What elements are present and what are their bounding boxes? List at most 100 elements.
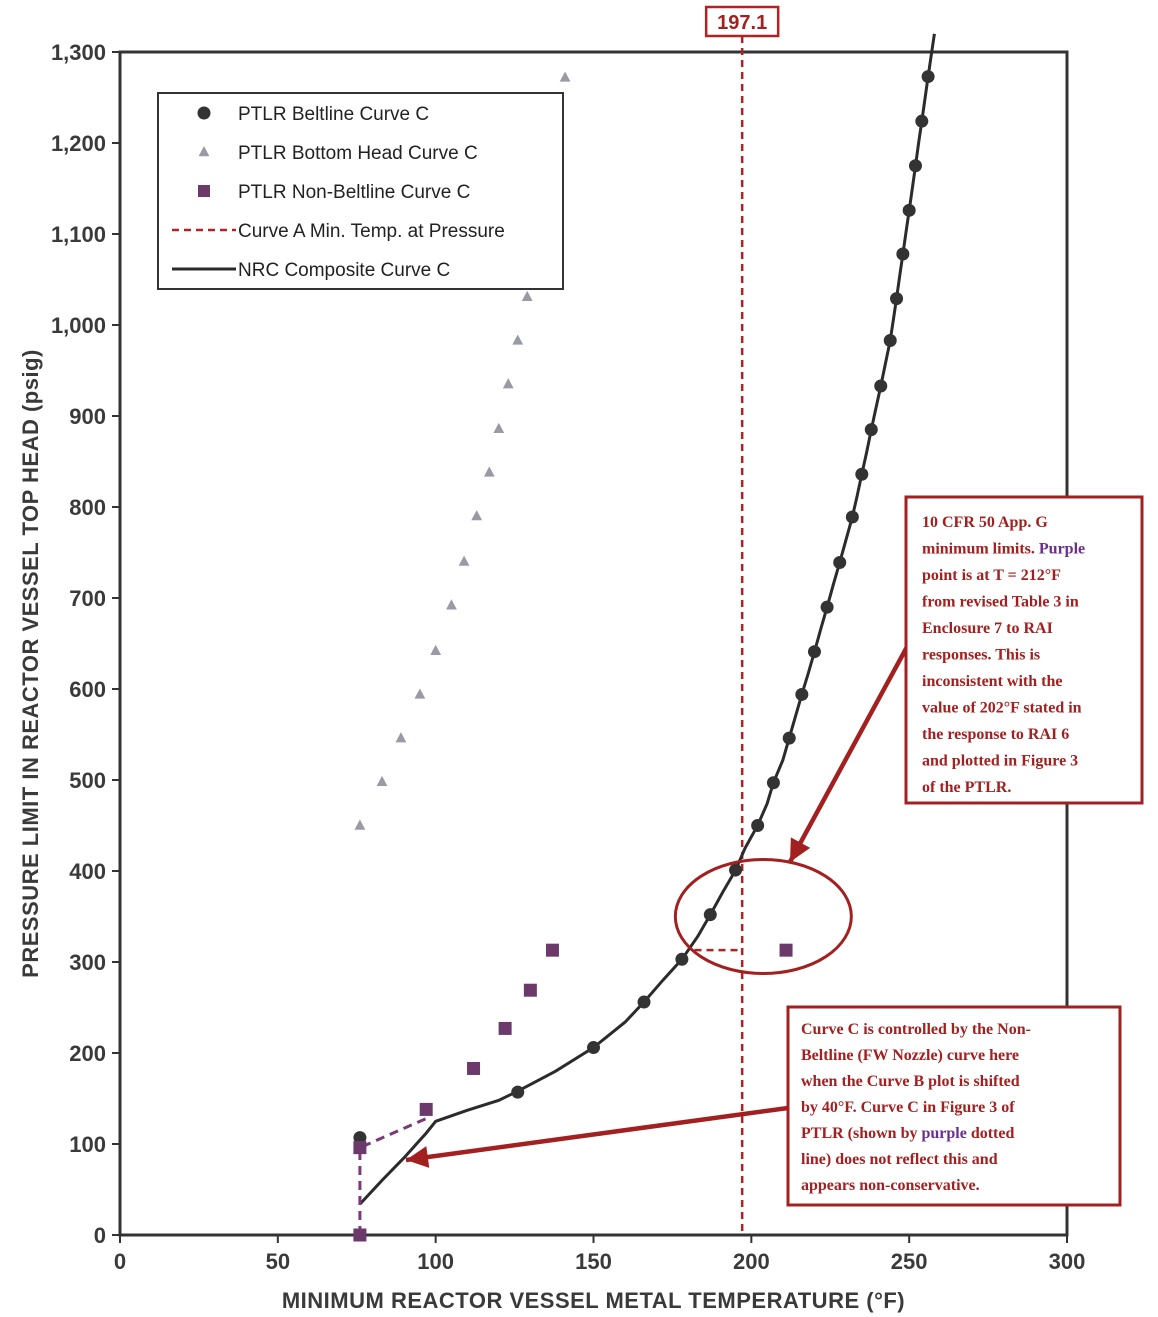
purple-word: Purple [1039, 541, 1085, 558]
beltline-point [874, 379, 888, 393]
callout-1-line: from revised Table 3 in [922, 594, 1079, 611]
legend-box [157, 92, 564, 290]
callout-2-line: PTLR (shown by purple dotted [801, 1125, 1014, 1142]
beltline-point [820, 600, 834, 614]
callout-1: 10 CFR 50 App. G minimum limits. Purple po… [904, 495, 1144, 805]
beltline-point [675, 952, 689, 966]
y-tick-label: 0 [94, 1223, 106, 1248]
callout-2-arrow [405, 1105, 789, 1163]
beltline-point [782, 731, 796, 745]
callout-1-line: the response to RAI 6 [922, 726, 1069, 743]
callout-1-line: point is at T = 212°F [922, 567, 1061, 584]
y-tick-label: 500 [69, 768, 106, 793]
bottom-head-point [458, 555, 470, 566]
callout-1-line: Enclosure 7 to RAI [922, 620, 1053, 637]
beltline-point [511, 1085, 525, 1099]
callout-word: PTLR (shown by [801, 1125, 921, 1142]
bottom-head-point [376, 775, 388, 787]
y-tick-label: 800 [69, 495, 106, 520]
callout-1-line: inconsistent with the [922, 673, 1062, 690]
bottom-head-point [559, 71, 571, 82]
y-tick-label: 400 [69, 859, 106, 884]
axis-ticks: 01002003004005006007008009001,0001,1001,… [51, 40, 1085, 1274]
callout-1-line: value of 202°F stated in [922, 700, 1082, 717]
beltline-point [353, 1131, 367, 1145]
bottom-head-point [471, 510, 483, 521]
legend-label: NRC Composite Curve C [238, 260, 450, 281]
bottom-head-point [483, 466, 495, 477]
ptlr-purple-dotted-line [358, 1117, 427, 1235]
callout-word: value of 202°F stated in [922, 700, 1082, 717]
y-tick-label: 1,000 [51, 313, 106, 338]
callout-1-line: and plotted in Figure 3 [922, 753, 1078, 770]
legend-bottom-head-marker [198, 146, 210, 157]
series-layer [353, 33, 936, 1242]
y-tick-label: 1,300 [51, 40, 106, 65]
callout-2-line: Curve C is controlled by the Non- [801, 1021, 1031, 1038]
y-tick-label: 200 [69, 1041, 106, 1066]
beltline-point [845, 510, 859, 524]
callout-2-arrow-head [406, 1146, 430, 1168]
beltline-point [855, 467, 869, 481]
min-temp-label-box [704, 5, 780, 38]
callout-word: responses. This is [922, 647, 1040, 664]
callout-word: the response to RAI 6 [922, 726, 1069, 743]
legend-beltline-marker [197, 106, 211, 120]
callout-word: point is at T = 212°F [922, 567, 1061, 584]
bottom-head-point [493, 422, 505, 433]
bottom-head-point [446, 599, 457, 610]
x-tick-label: 200 [733, 1249, 770, 1274]
callout-word: inconsistent with the [922, 673, 1062, 690]
bottom-head-point [512, 334, 524, 345]
beltline-point [703, 908, 717, 922]
callout-2-line: when the Curve B plot is shifted [801, 1073, 1020, 1090]
callout-word: minimum limits. [922, 541, 1039, 558]
beltline-point [908, 159, 922, 173]
y-tick-label: 900 [69, 404, 106, 429]
highlight-ellipse [673, 858, 853, 975]
callout-2-line: appears non-conservative. [801, 1177, 980, 1194]
beltline-point [637, 995, 651, 1009]
bottom-head-point [430, 644, 442, 655]
beltline-point [833, 556, 847, 570]
callout-1-line: minimum limits. Purple [922, 541, 1085, 558]
non-beltline-point [498, 1021, 512, 1035]
x-tick-label: 150 [575, 1249, 612, 1274]
callout-2-line: line) does not reflect this and [801, 1151, 998, 1168]
beltline-point [795, 687, 809, 701]
beltline-point [587, 1041, 600, 1055]
non-beltline-point [523, 983, 537, 997]
callout-word: Beltline (FW Nozzle) curve here [801, 1047, 1019, 1064]
legend-label: Curve A Min. Temp. at Pressure [238, 221, 505, 242]
y-tick-label: 1,100 [51, 222, 106, 247]
x-tick-label: 250 [891, 1249, 928, 1274]
min-temp-value-label: 197.1 [717, 12, 767, 34]
x-tick-label: 300 [1049, 1249, 1086, 1274]
non-beltline-point [779, 943, 793, 957]
non-beltline-point [419, 1102, 433, 1116]
non-beltline-point [467, 1061, 481, 1075]
y-tick-label: 100 [69, 1132, 106, 1157]
y-tick-label: 1,200 [51, 131, 106, 156]
callout-1-arrow [788, 643, 910, 864]
x-tick-label: 100 [417, 1249, 454, 1274]
callout-word: Enclosure 7 to RAI [922, 620, 1053, 637]
legend: PTLR Beltline Curve C PTLR Bottom Head Cu… [157, 92, 564, 290]
callout-2: Curve C is controlled by the Non- Beltlin… [786, 1005, 1122, 1207]
callout-word: 10 CFR 50 App. G [922, 514, 1048, 531]
beltline-point [915, 114, 929, 128]
beltline-point [890, 292, 904, 306]
bottom-head-point [521, 290, 533, 301]
beltline-point [902, 203, 916, 217]
non-beltline-point [353, 1228, 367, 1242]
callout-word: appears non-conservative. [801, 1177, 980, 1194]
beltline-point [864, 423, 878, 437]
callout-1-box [904, 495, 1144, 805]
bottom-head-point [414, 688, 426, 699]
bottom-head-point [354, 819, 366, 830]
callout-word: when the Curve B plot is shifted [801, 1073, 1020, 1090]
legend-label: PTLR Bottom Head Curve C [238, 143, 478, 164]
legend-label: PTLR Non-Beltline Curve C [238, 182, 470, 203]
beltline-point [896, 247, 910, 261]
